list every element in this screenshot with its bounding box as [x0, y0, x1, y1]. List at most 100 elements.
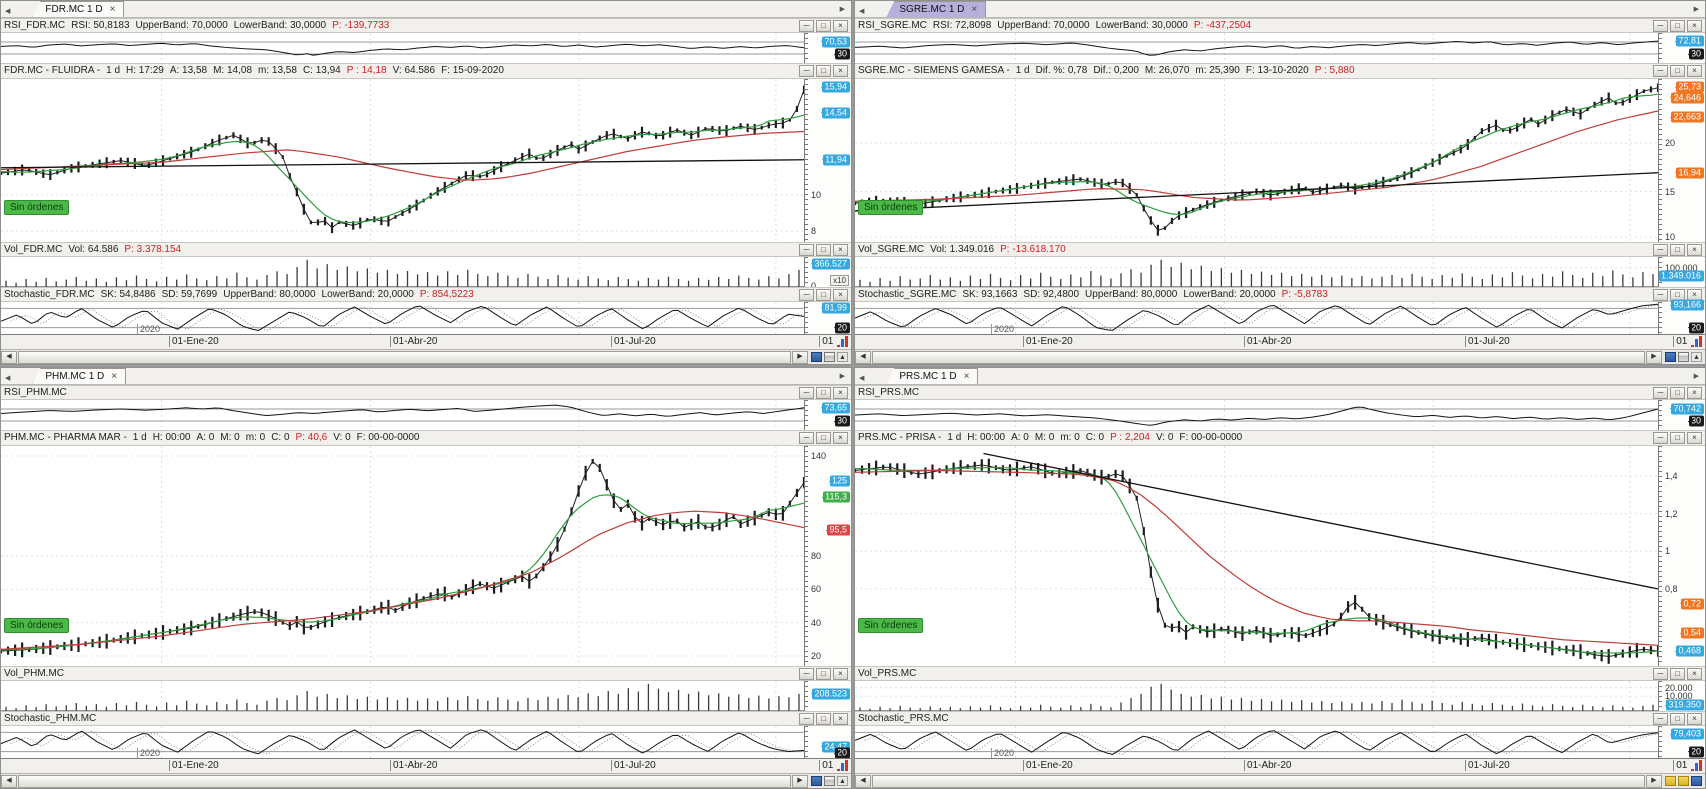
tab-close-icon[interactable]: ×	[111, 371, 118, 382]
save-icon[interactable]	[811, 776, 822, 786]
volume-chart[interactable]	[855, 681, 1658, 711]
signal-icon[interactable]	[837, 760, 849, 771]
signal-icon[interactable]	[837, 336, 849, 347]
scrollbar-thumb[interactable]	[872, 350, 1645, 364]
print-icon[interactable]	[824, 352, 835, 362]
restore-icon[interactable]: □	[1670, 244, 1685, 256]
horizontal-scrollbar[interactable]: ◀ ▶	[855, 773, 1705, 788]
close-icon[interactable]: ×	[833, 387, 848, 399]
signal-icon[interactable]	[1691, 760, 1703, 771]
minimize-icon[interactable]: ─	[799, 289, 814, 301]
restore-icon[interactable]: □	[1670, 65, 1685, 77]
chart-tab[interactable]: FDR.MC 1 D ×	[32, 1, 125, 17]
close-icon[interactable]: ×	[1687, 713, 1702, 725]
stochastic-chart[interactable]	[1, 302, 804, 334]
minimize-icon[interactable]: ─	[799, 244, 814, 256]
stochastic-chart[interactable]	[855, 302, 1658, 334]
minimize-icon[interactable]: ─	[1653, 387, 1668, 399]
save-icon[interactable]	[811, 352, 822, 362]
horizontal-scrollbar[interactable]: ◀ ▶ ▲	[1, 773, 851, 788]
horizontal-scrollbar[interactable]: ◀ ▶ ▲	[855, 349, 1705, 364]
scrollbar-thumb[interactable]	[18, 774, 791, 788]
tab-close-icon[interactable]: ×	[963, 371, 970, 382]
scroll-right-icon[interactable]: ▶	[792, 774, 808, 788]
restore-icon[interactable]: □	[816, 432, 831, 444]
minimize-icon[interactable]: ─	[799, 668, 814, 680]
restore-icon[interactable]: □	[1670, 713, 1685, 725]
restore-icon[interactable]: □	[816, 20, 831, 32]
scroll-left-icon[interactable]: ◀	[1, 774, 17, 788]
no-orders-badge[interactable]: Sin órdenes	[4, 617, 70, 633]
restore-icon[interactable]: □	[816, 65, 831, 77]
close-icon[interactable]: ×	[1687, 432, 1702, 444]
scroll-left-icon[interactable]: ◀	[1, 350, 17, 364]
signal-icon[interactable]	[1691, 336, 1703, 347]
restore-icon[interactable]: □	[1670, 20, 1685, 32]
print-icon[interactable]	[1678, 352, 1689, 362]
print-icon[interactable]	[824, 776, 835, 786]
tab-scroll-right-icon[interactable]: ▶	[1693, 6, 1699, 13]
up-icon[interactable]: ▲	[1691, 352, 1702, 362]
no-orders-badge[interactable]: Sin órdenes	[858, 617, 924, 633]
minimize-icon[interactable]: ─	[1653, 432, 1668, 444]
minimize-icon[interactable]: ─	[799, 65, 814, 77]
candlestick-chart[interactable]	[855, 446, 1658, 666]
restore-icon[interactable]: □	[1670, 668, 1685, 680]
close-icon[interactable]: ×	[833, 668, 848, 680]
up-icon[interactable]: ▲	[837, 776, 848, 786]
no-orders-badge[interactable]: Sin órdenes	[4, 199, 70, 215]
no-orders-badge[interactable]: Sin órdenes	[858, 199, 924, 215]
tab-scroll-left-icon[interactable]: ◀	[859, 8, 865, 15]
scroll-right-icon[interactable]: ▶	[1646, 350, 1662, 364]
rsi-chart[interactable]	[855, 33, 1658, 63]
minimize-icon[interactable]: ─	[799, 432, 814, 444]
tab-scroll-right-icon[interactable]: ▶	[839, 373, 845, 380]
close-icon[interactable]: ×	[833, 432, 848, 444]
close-icon[interactable]: ×	[833, 713, 848, 725]
scroll-right-icon[interactable]: ▶	[1646, 774, 1662, 788]
scroll-left-icon[interactable]: ◀	[855, 774, 871, 788]
scrollbar-thumb[interactable]	[872, 774, 1645, 788]
restore-icon[interactable]: □	[816, 289, 831, 301]
volume-chart[interactable]	[855, 257, 1658, 287]
chart-tab[interactable]: PRS.MC 1 D ×	[886, 368, 979, 384]
scrollbar-thumb[interactable]	[18, 350, 791, 364]
close-icon[interactable]: ×	[1687, 387, 1702, 399]
minimize-icon[interactable]: ─	[799, 713, 814, 725]
close-icon[interactable]: ×	[1687, 244, 1702, 256]
close-icon[interactable]: ×	[833, 20, 848, 32]
scroll-right-icon[interactable]: ▶	[792, 350, 808, 364]
tab-close-icon[interactable]: ×	[109, 4, 116, 15]
tab-close-icon[interactable]: ×	[971, 4, 978, 15]
candlestick-chart[interactable]	[855, 79, 1658, 242]
candlestick-chart[interactable]	[1, 446, 804, 666]
scroll-left-icon[interactable]: ◀	[855, 350, 871, 364]
minimize-icon[interactable]: ─	[1653, 244, 1668, 256]
up-icon[interactable]: ▲	[837, 352, 848, 362]
restore-icon[interactable]: □	[816, 668, 831, 680]
minimize-icon[interactable]: ─	[1653, 668, 1668, 680]
tab-scroll-left-icon[interactable]: ◀	[859, 375, 865, 382]
restore-icon[interactable]: □	[816, 244, 831, 256]
minimize-icon[interactable]: ─	[799, 387, 814, 399]
restore-icon[interactable]: □	[1670, 432, 1685, 444]
minimize-icon[interactable]: ─	[799, 20, 814, 32]
tab-scroll-right-icon[interactable]: ▶	[839, 6, 845, 13]
folder-icon[interactable]	[1678, 776, 1689, 786]
candlestick-chart[interactable]	[1, 79, 804, 242]
close-icon[interactable]: ×	[833, 244, 848, 256]
minimize-icon[interactable]: ─	[1653, 289, 1668, 301]
folder-icon[interactable]	[1665, 776, 1676, 786]
restore-icon[interactable]: □	[1670, 387, 1685, 399]
rsi-chart[interactable]	[1, 400, 804, 430]
rsi-chart[interactable]	[855, 400, 1658, 430]
restore-icon[interactable]: □	[816, 713, 831, 725]
tab-scroll-right-icon[interactable]: ▶	[1693, 373, 1699, 380]
minimize-icon[interactable]: ─	[1653, 713, 1668, 725]
close-icon[interactable]: ×	[833, 65, 848, 77]
restore-icon[interactable]: □	[816, 387, 831, 399]
stochastic-chart[interactable]	[1, 726, 804, 758]
minimize-icon[interactable]: ─	[1653, 65, 1668, 77]
save-icon[interactable]	[1691, 776, 1702, 786]
save-icon[interactable]	[1665, 352, 1676, 362]
